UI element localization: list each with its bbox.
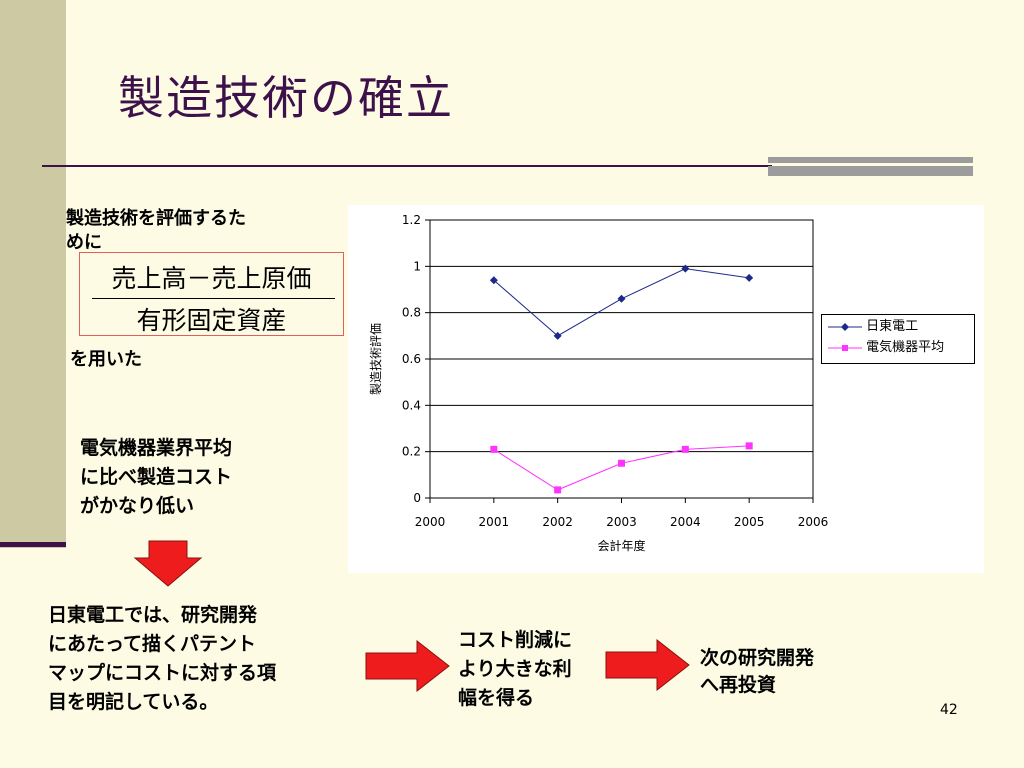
data-point bbox=[618, 459, 625, 467]
side-strip bbox=[0, 0, 66, 548]
data-point bbox=[489, 276, 498, 285]
y-axis-label: 製造技術評価 bbox=[368, 323, 383, 395]
line-chart: 0 0.2 0.4 0.6 0.8 1 1.2 2000 2001 2002 2003 2004 200… bbox=[348, 205, 984, 573]
data-point bbox=[554, 486, 562, 494]
page-number: 42 bbox=[940, 702, 958, 718]
formula-denominator: 有形固定資産 bbox=[136, 306, 287, 335]
legend-marker-diamond-icon bbox=[828, 322, 862, 331]
text-line: 目を明記している。 bbox=[48, 691, 219, 713]
right-arrow-icon bbox=[605, 639, 690, 691]
fraction-bar bbox=[92, 298, 335, 299]
x-tick-label: 2003 bbox=[606, 515, 637, 529]
y-tick-label: 0.6 bbox=[402, 352, 421, 366]
y-tick-label: 1 bbox=[413, 259, 421, 273]
text-nitto-patent-map: 日東電工では、研究開発 にあたって描くパテント マップにコストに対する項 目を明… bbox=[48, 601, 276, 717]
data-point bbox=[681, 445, 689, 453]
series-line bbox=[493, 445, 750, 491]
x-tick-label: 2001 bbox=[479, 515, 510, 529]
legend-marker-square-icon bbox=[828, 344, 862, 351]
text-line: がかなり低い bbox=[80, 495, 195, 517]
down-arrow-icon bbox=[133, 540, 203, 587]
data-point bbox=[745, 442, 753, 450]
text-line: 幅を得る bbox=[458, 687, 535, 709]
text-cost-comparison: 電気機器業界平均 に比べ製造コスト がかなり低い bbox=[80, 434, 232, 521]
text-line: 電気機器業界平均 bbox=[80, 437, 233, 459]
legend-label: 日東電工 bbox=[866, 319, 919, 334]
x-tick-label: 2000 bbox=[415, 515, 446, 529]
data-point bbox=[490, 445, 498, 453]
x-tick-label: 2004 bbox=[670, 515, 701, 529]
formula-numerator: 売上高－売上原価 bbox=[111, 264, 312, 293]
data-point bbox=[681, 264, 690, 273]
text-line: 日東電工では、研究開発 bbox=[48, 604, 258, 626]
text-line: 次の研究開発 bbox=[700, 647, 815, 669]
legend-item-average: 電気機器平均 bbox=[828, 338, 944, 358]
data-point bbox=[745, 273, 754, 282]
y-tick-label: 0.8 bbox=[402, 306, 421, 320]
x-axis-label: 会計年度 bbox=[597, 538, 645, 553]
data-point bbox=[617, 294, 626, 303]
text-cost-reduction: コスト削減に より大きな利 幅を得る bbox=[458, 626, 572, 713]
right-arrow-icon bbox=[365, 640, 450, 692]
text-reinvestment: 次の研究開発 へ再投資 bbox=[700, 645, 814, 699]
y-tick-label: 0.2 bbox=[402, 445, 421, 459]
text-used: を用いた bbox=[70, 349, 142, 370]
title-bar-decoration bbox=[768, 157, 973, 176]
data-point bbox=[553, 331, 562, 340]
text-line: にあたって描くパテント bbox=[48, 633, 257, 655]
y-tick-label: 1.2 bbox=[402, 213, 421, 227]
y-tick-label: 0.4 bbox=[402, 398, 421, 412]
text-line: 製造技術を評価するた bbox=[66, 208, 246, 229]
y-tick-label: 0 bbox=[413, 491, 421, 505]
formula-box: 売上高－売上原価 有形固定資産 bbox=[79, 252, 344, 336]
text-evaluation-purpose: 製造技術を評価するた めに bbox=[66, 207, 246, 255]
chart-legend: 日東電工 電気機器平均 bbox=[821, 314, 975, 364]
text-line: めに bbox=[66, 232, 102, 253]
text-line: へ再投資 bbox=[700, 674, 777, 696]
x-tick-label: 2005 bbox=[734, 515, 765, 529]
text-line: より大きな利 bbox=[458, 658, 572, 680]
slide-title: 製造技術の確立 bbox=[118, 71, 454, 125]
title-rule bbox=[42, 165, 772, 167]
legend-label: 電気機器平均 bbox=[866, 340, 945, 355]
text-line: マップにコストに対する項 bbox=[48, 662, 277, 684]
x-tick-label: 2006 bbox=[798, 515, 829, 529]
x-tick-label: 2002 bbox=[542, 515, 573, 529]
chart-svg: 0 0.2 0.4 0.6 0.8 1 1.2 2000 2001 2002 2003 2004 200… bbox=[368, 213, 829, 553]
side-accent-line bbox=[0, 542, 66, 547]
legend-item-nitto: 日東電工 bbox=[828, 317, 918, 337]
text-line: に比べ製造コスト bbox=[80, 466, 233, 488]
text-line: コスト削減に bbox=[458, 629, 573, 651]
